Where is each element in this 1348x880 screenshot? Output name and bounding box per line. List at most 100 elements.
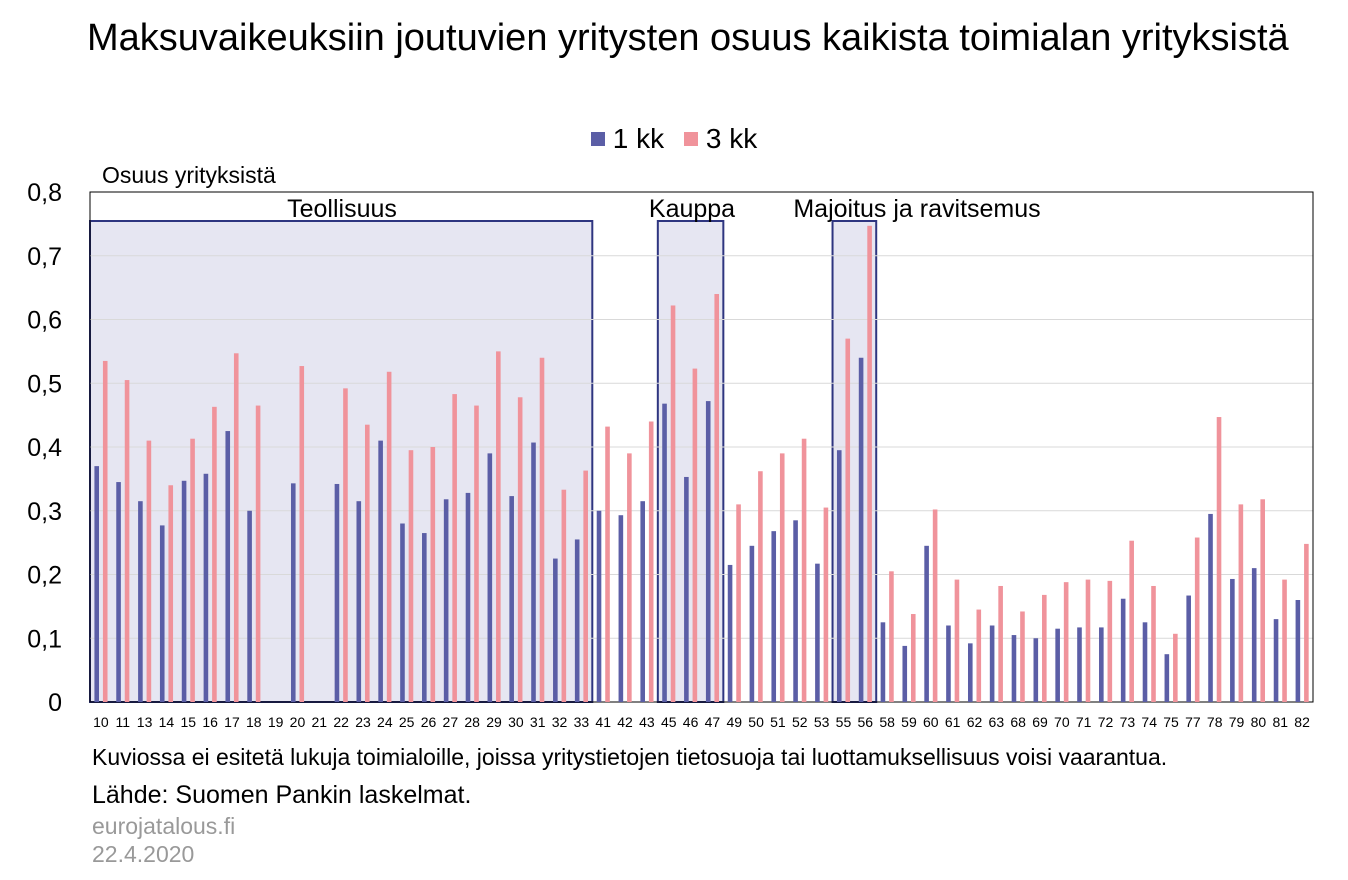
x-tick-label: 73 [1120,714,1136,730]
bar-3kk-42 [627,453,632,702]
bar-3kk-47 [714,294,720,702]
x-tick-label: 55 [836,714,852,730]
bar-3kk-52 [801,438,807,702]
legend-swatch-3kk [683,132,698,146]
bar-1kk-61 [946,625,951,702]
bar-3kk-55 [845,338,851,702]
bar-3kk-71 [1085,579,1091,702]
footnote-note: Kuviossa ei esitetä lukuja toimialoille,… [92,744,1168,770]
bar-1kk-58 [880,622,886,702]
bar-1kk-45 [662,403,667,702]
bar-3kk-58 [889,571,894,702]
bar-1kk-49 [727,564,733,702]
highlight-box-0 [89,220,594,703]
x-tick-label: 74 [1141,714,1157,730]
bar-3kk-78 [1216,417,1222,702]
bar-3kk-69 [1042,594,1047,702]
x-tick-label: 26 [421,714,437,730]
bar-1kk-72 [1099,627,1104,702]
y-tick-label: 0,8 [27,179,62,207]
bar-1kk-10 [94,466,100,702]
bar-1kk-22 [334,483,340,702]
annotation-label-1: Kauppa [649,195,735,223]
bar-3kk-60 [932,509,938,702]
bar-1kk-80 [1251,568,1257,702]
x-tick-label: 43 [639,714,655,730]
bar-1kk-75 [1164,654,1170,702]
bar-3kk-15 [190,438,195,702]
bar-1kk-14 [159,525,165,702]
bar-3kk-33 [583,470,588,702]
x-tick-label: 10 [93,714,109,730]
legend-label-1kk: 1 kk [612,123,665,154]
x-tick-label: 32 [552,714,568,730]
x-tick-label: 78 [1207,714,1223,730]
bar-1kk-63 [989,625,995,702]
legend-swatch-1kk [590,132,605,146]
x-tick-label: 15 [180,714,196,730]
bar-1kk-43 [640,501,646,702]
bar-1kk-30 [509,496,514,702]
x-tick-label: 49 [726,714,742,730]
y-tick-label: 0,5 [27,370,62,398]
x-tick-label: 27 [443,714,459,730]
x-tick-label: 25 [399,714,415,730]
bar-1kk-81 [1273,619,1279,702]
bar-1kk-13 [138,501,143,702]
bar-1kk-59 [902,645,908,702]
bar-1kk-18 [247,510,252,702]
brand-text: eurojatalous.fi [92,813,236,839]
x-tick-label: 69 [1032,714,1048,730]
bar-chart: 0 0,1 0,2 0,3 0,4 0,5 0,6 0,7 0,8 10 11 13 14 15 16 17 1… [27,179,1314,730]
bar-1kk-20 [290,483,296,702]
x-tick-label: 60 [923,714,939,730]
x-tick-label: 17 [224,714,240,730]
bar-3kk-18 [255,405,261,702]
bar-3kk-50 [758,471,763,702]
bar-3kk-29 [496,351,501,702]
y-tick-label: 0,7 [27,243,62,271]
bar-3kk-79 [1238,504,1244,702]
x-tick-label: 46 [683,714,699,730]
x-tick-label: 42 [617,714,633,730]
bar-1kk-27 [443,499,449,702]
bar-3kk-77 [1194,537,1200,702]
bar-3kk-74 [1151,585,1156,702]
bar-1kk-46 [684,476,689,702]
bar-1kk-42 [618,515,624,702]
bar-1kk-60 [924,545,929,702]
bar-3kk-62 [976,609,982,702]
x-tick-label: 51 [770,714,786,730]
x-tick-label: 63 [989,714,1005,730]
bar-1kk-52 [793,520,798,702]
x-tick-label: 19 [268,714,284,730]
bar-1kk-70 [1055,628,1060,702]
bar-3kk-10 [102,360,108,702]
bar-1kk-53 [815,563,820,702]
bar-3kk-70 [1063,582,1069,702]
x-tick-label: 31 [530,714,546,730]
bar-1kk-47 [705,401,711,702]
bar-1kk-71 [1077,627,1082,702]
bar-3kk-26 [430,447,436,702]
y-tick-label: 0,6 [27,307,62,335]
bar-3kk-13 [146,440,152,702]
bar-1kk-51 [771,531,777,702]
legend-label-3kk: 3 kk [705,123,758,154]
bar-1kk-24 [378,440,383,702]
highlight-box-1 [656,220,725,703]
x-tick-label: 56 [858,714,874,730]
bar-3kk-14 [168,485,174,702]
bar-3kk-73 [1129,540,1134,702]
bar-3kk-31 [539,357,545,702]
bar-3kk-20 [299,366,305,702]
y-tick-label: 0,2 [27,562,62,590]
plot-frame [89,191,1314,703]
bar-3kk-81 [1282,579,1287,702]
bar-3kk-56 [867,225,872,702]
bar-3kk-61 [954,579,960,702]
bar-3kk-51 [779,453,785,702]
x-tick-label: 52 [792,714,808,730]
x-tick-label: 20 [290,714,306,730]
x-tick-label: 47 [705,714,721,730]
